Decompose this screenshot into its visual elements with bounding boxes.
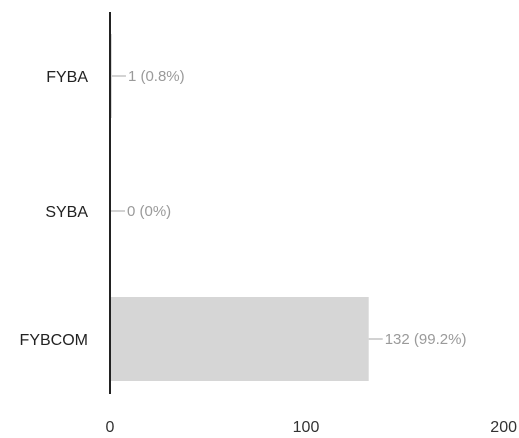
bars-layer xyxy=(111,34,369,381)
data-label-fybcom: 132 (99.2%) xyxy=(385,331,467,348)
bar-fyba xyxy=(111,34,112,118)
x-axis-ticks-layer: 0 100 200 xyxy=(106,419,518,436)
x-tick-label-200: 200 xyxy=(490,419,517,436)
leader-lines-layer xyxy=(111,75,383,340)
data-label-fyba: 1 (0.8%) xyxy=(128,68,185,85)
x-tick-label-0: 0 xyxy=(106,419,115,436)
category-labels-layer: FYBA SYBA FYBCOM xyxy=(20,69,89,349)
category-label-syba: SYBA xyxy=(45,204,88,221)
data-labels-layer: 1 (0.8%) 0 (0%) 132 (99.2%) xyxy=(127,68,466,348)
data-label-syba: 0 (0%) xyxy=(127,203,171,220)
category-label-fyba: FYBA xyxy=(46,69,88,86)
x-tick-label-100: 100 xyxy=(293,419,320,436)
bar-fybcom xyxy=(111,297,369,381)
category-label-fybcom: FYBCOM xyxy=(20,332,88,349)
